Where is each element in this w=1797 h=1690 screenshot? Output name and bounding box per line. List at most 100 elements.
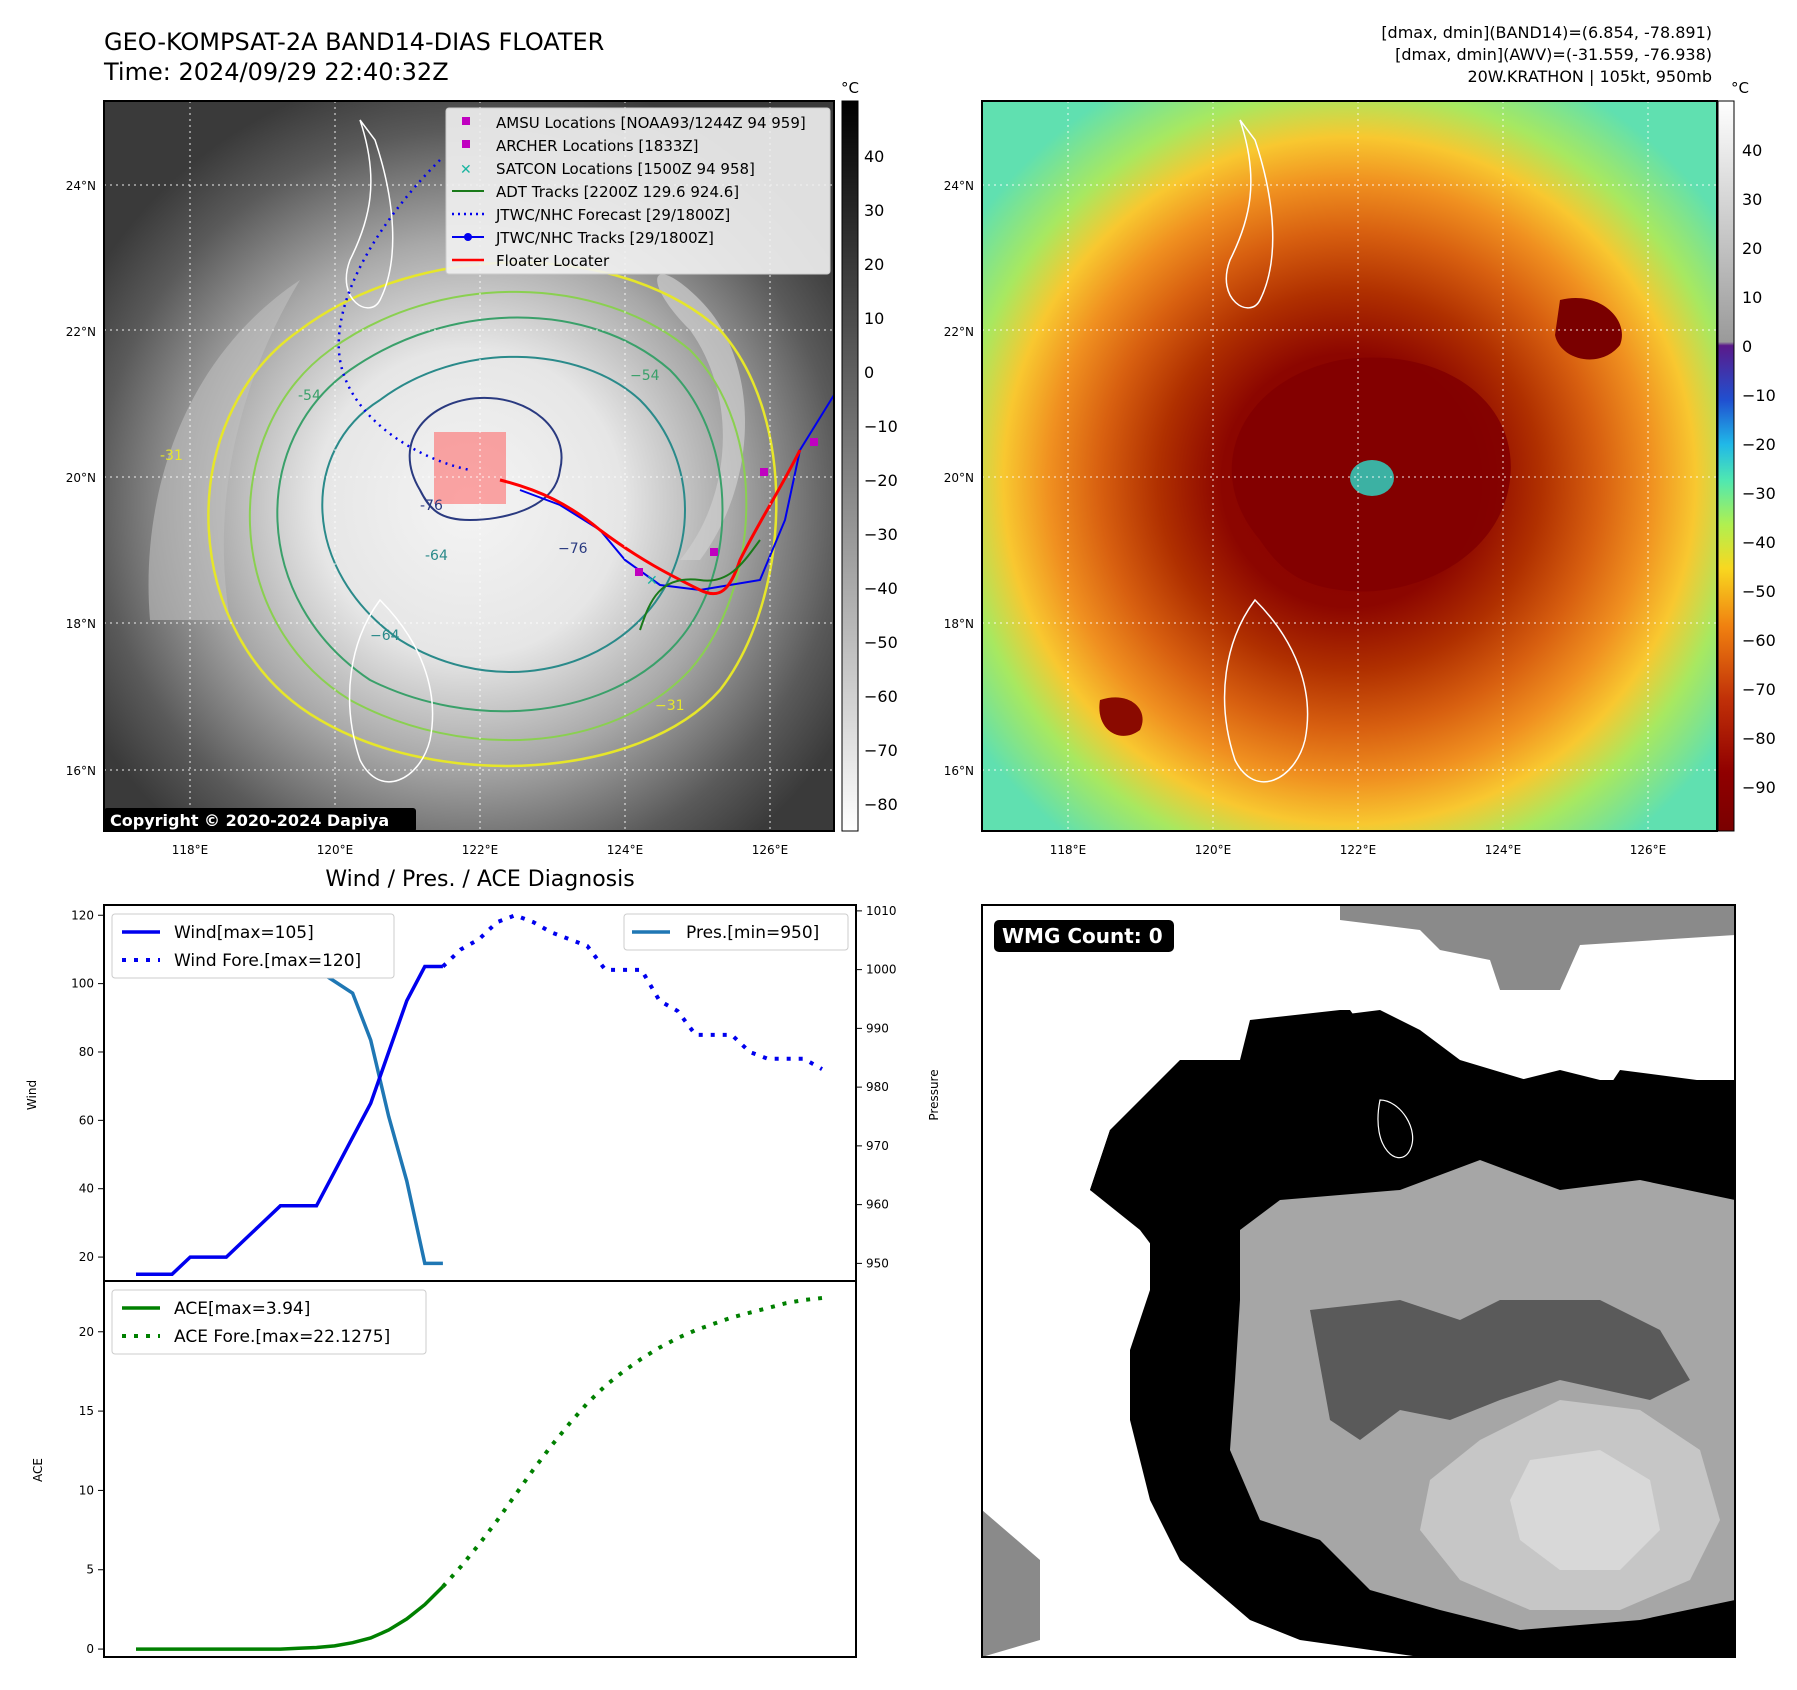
axis-tick-label: 970 [866,1139,889,1153]
legend-box [445,107,831,275]
info-line3: 20W.KRATHON | 105kt, 950mb [1467,67,1712,86]
colorbar-tick: −40 [1742,533,1776,552]
contour-label: -76 [420,498,443,514]
lon-label: 120°E [317,843,354,857]
legend-label: ADT Tracks [2200Z 129.6 924.6] [496,183,739,201]
colorbar-tick: −80 [1742,729,1776,748]
lat-label: 24°N [66,179,96,193]
colorbar-tick: −10 [1742,386,1776,405]
wmg-region-gray [982,1510,1040,1657]
colorbar-unit: °C [841,79,859,97]
colorbar-tick: 30 [1742,190,1762,209]
contour-label: −54 [630,368,660,384]
axis-tick-label: 80 [79,1045,94,1059]
contour-76 [408,396,563,522]
axis-tick-label: 120 [71,908,94,922]
map-frame [981,100,1718,832]
jtwc-best-track [519,394,834,592]
contour-label: −76 [558,541,588,557]
colorbar-tick: −20 [864,471,898,490]
pres-axis-ticks: 1010 1000 990 980 970 960 950 [856,904,897,1270]
axis-tick-label: 0 [86,1642,94,1656]
wmg-count-badge [994,920,1174,952]
copyright-text: Copyright © 2020-2024 Dapiya [110,811,389,830]
wind-legend-box [111,913,395,979]
colorbar-tick: −60 [1742,631,1776,650]
lat-label: 22°N [944,325,974,339]
wind-axis-label: Wind [25,1080,39,1110]
wind-legend: Wind[max=105] Wind Fore.[max=120] [111,913,395,979]
contour-label: −31 [655,698,685,714]
ace-panel-frame [103,1280,857,1658]
lon-label: 122°E [462,843,499,857]
legend-dot-jtwc [464,233,472,241]
lat-label: 16°N [66,764,96,778]
contour-label: -64 [425,548,448,564]
archer-marker [710,548,718,556]
diag-title: Wind / Pres. / ACE Diagnosis [325,867,634,892]
legend-label-pres: Pres.[min=950] [686,923,819,943]
legend-label: Floater Locater [496,252,610,270]
axis-tick-label: 980 [866,1080,889,1094]
legend-marker-satcon: ✕ [460,162,472,178]
axis-tick-label: 10 [79,1483,94,1497]
contour-64 [321,355,686,673]
colorbar-gray-ticks: 40 30 20 10 0 −10 −20 −30 −40 −50 −60 −7… [864,147,898,814]
adt-track [639,539,761,631]
colorbar-tick: −10 [864,417,898,436]
ir-color-map: 24°N 22°N 20°N 18°N 16°N 118°E 120°E 122… [944,79,1776,857]
colorbar-tick: −20 [1742,435,1776,454]
colorbar-tick: −50 [864,633,898,652]
lon-label: 126°E [752,843,789,857]
wind-pres-panel: 120 100 80 60 40 20 1010 1000 990 980 970 960 950 W… [25,904,941,1282]
axis-tick-label: 100 [71,977,94,991]
coastline-luzon [348,598,434,783]
coastline-taiwan [345,119,394,309]
wmg-count-label: WMG Count: 0 [1002,924,1163,948]
lon-label: 120°E [1195,843,1232,857]
contour-54 [276,316,724,713]
legend-label-ace-fore: ACE Fore.[max=22.1275] [174,1327,390,1347]
wmg-panel: WMG Count: 0 [981,904,1736,1658]
lat-label: 24°N [944,179,974,193]
colorbar-gray [841,100,859,832]
axis-tick-label: 15 [79,1404,94,1418]
lat-label: 20°N [66,471,96,485]
lon-label: 124°E [607,843,644,857]
wind-axis-ticks: 120 100 80 60 40 20 [71,908,104,1264]
wmg-frame [981,904,1736,1658]
colorbar-tick: −30 [1742,484,1776,503]
info-line2: [dmax, dmin](AWV)=(-31.559, -76.938) [1395,45,1712,64]
colorbar-tick: −40 [864,579,898,598]
axis-tick-label: 20 [79,1250,94,1264]
floater-locater-track [499,449,802,596]
colorbar-tick: −50 [1742,582,1776,601]
satcon-marker: ✕ [646,573,658,589]
colorbar-tick: −80 [864,795,898,814]
legend-label: JTWC/NHC Tracks [29/1800Z] [495,229,714,247]
colorbar-tick: 40 [864,147,884,166]
colorbar-color-ticks: 40 30 20 10 0 −10 −20 −30 −40 −50 −60 −7… [1742,141,1776,797]
legend-marker-amsu [462,117,470,125]
lat-label: 18°N [66,617,96,631]
wmg-region-darkgray [1310,1300,1690,1440]
lat-label: 22°N [66,325,96,339]
info-line1: [dmax, dmin](BAND14)=(6.854, -78.891) [1381,23,1712,42]
colorbar-tick: −70 [864,741,898,760]
floater-box [434,432,506,504]
lon-label: 124°E [1485,843,1522,857]
axis-tick-label: 20 [79,1325,94,1339]
legend-label: ARCHER Locations [1833Z] [496,137,699,155]
pres-axis-label: Pressure [927,1069,941,1120]
colorbar-tick: 10 [1742,288,1762,307]
cold-cloud-top [1555,298,1622,360]
copyright-box [104,808,416,832]
legend-label-wind: Wind[max=105] [174,923,314,943]
map-gridlines [982,101,1717,831]
cold-cloud-top [1099,697,1143,736]
ace-series-line [136,1585,445,1651]
axis-tick-label: 40 [79,1182,94,1196]
wmg-classification-map [982,905,1735,1657]
amsu-marker [760,468,768,476]
